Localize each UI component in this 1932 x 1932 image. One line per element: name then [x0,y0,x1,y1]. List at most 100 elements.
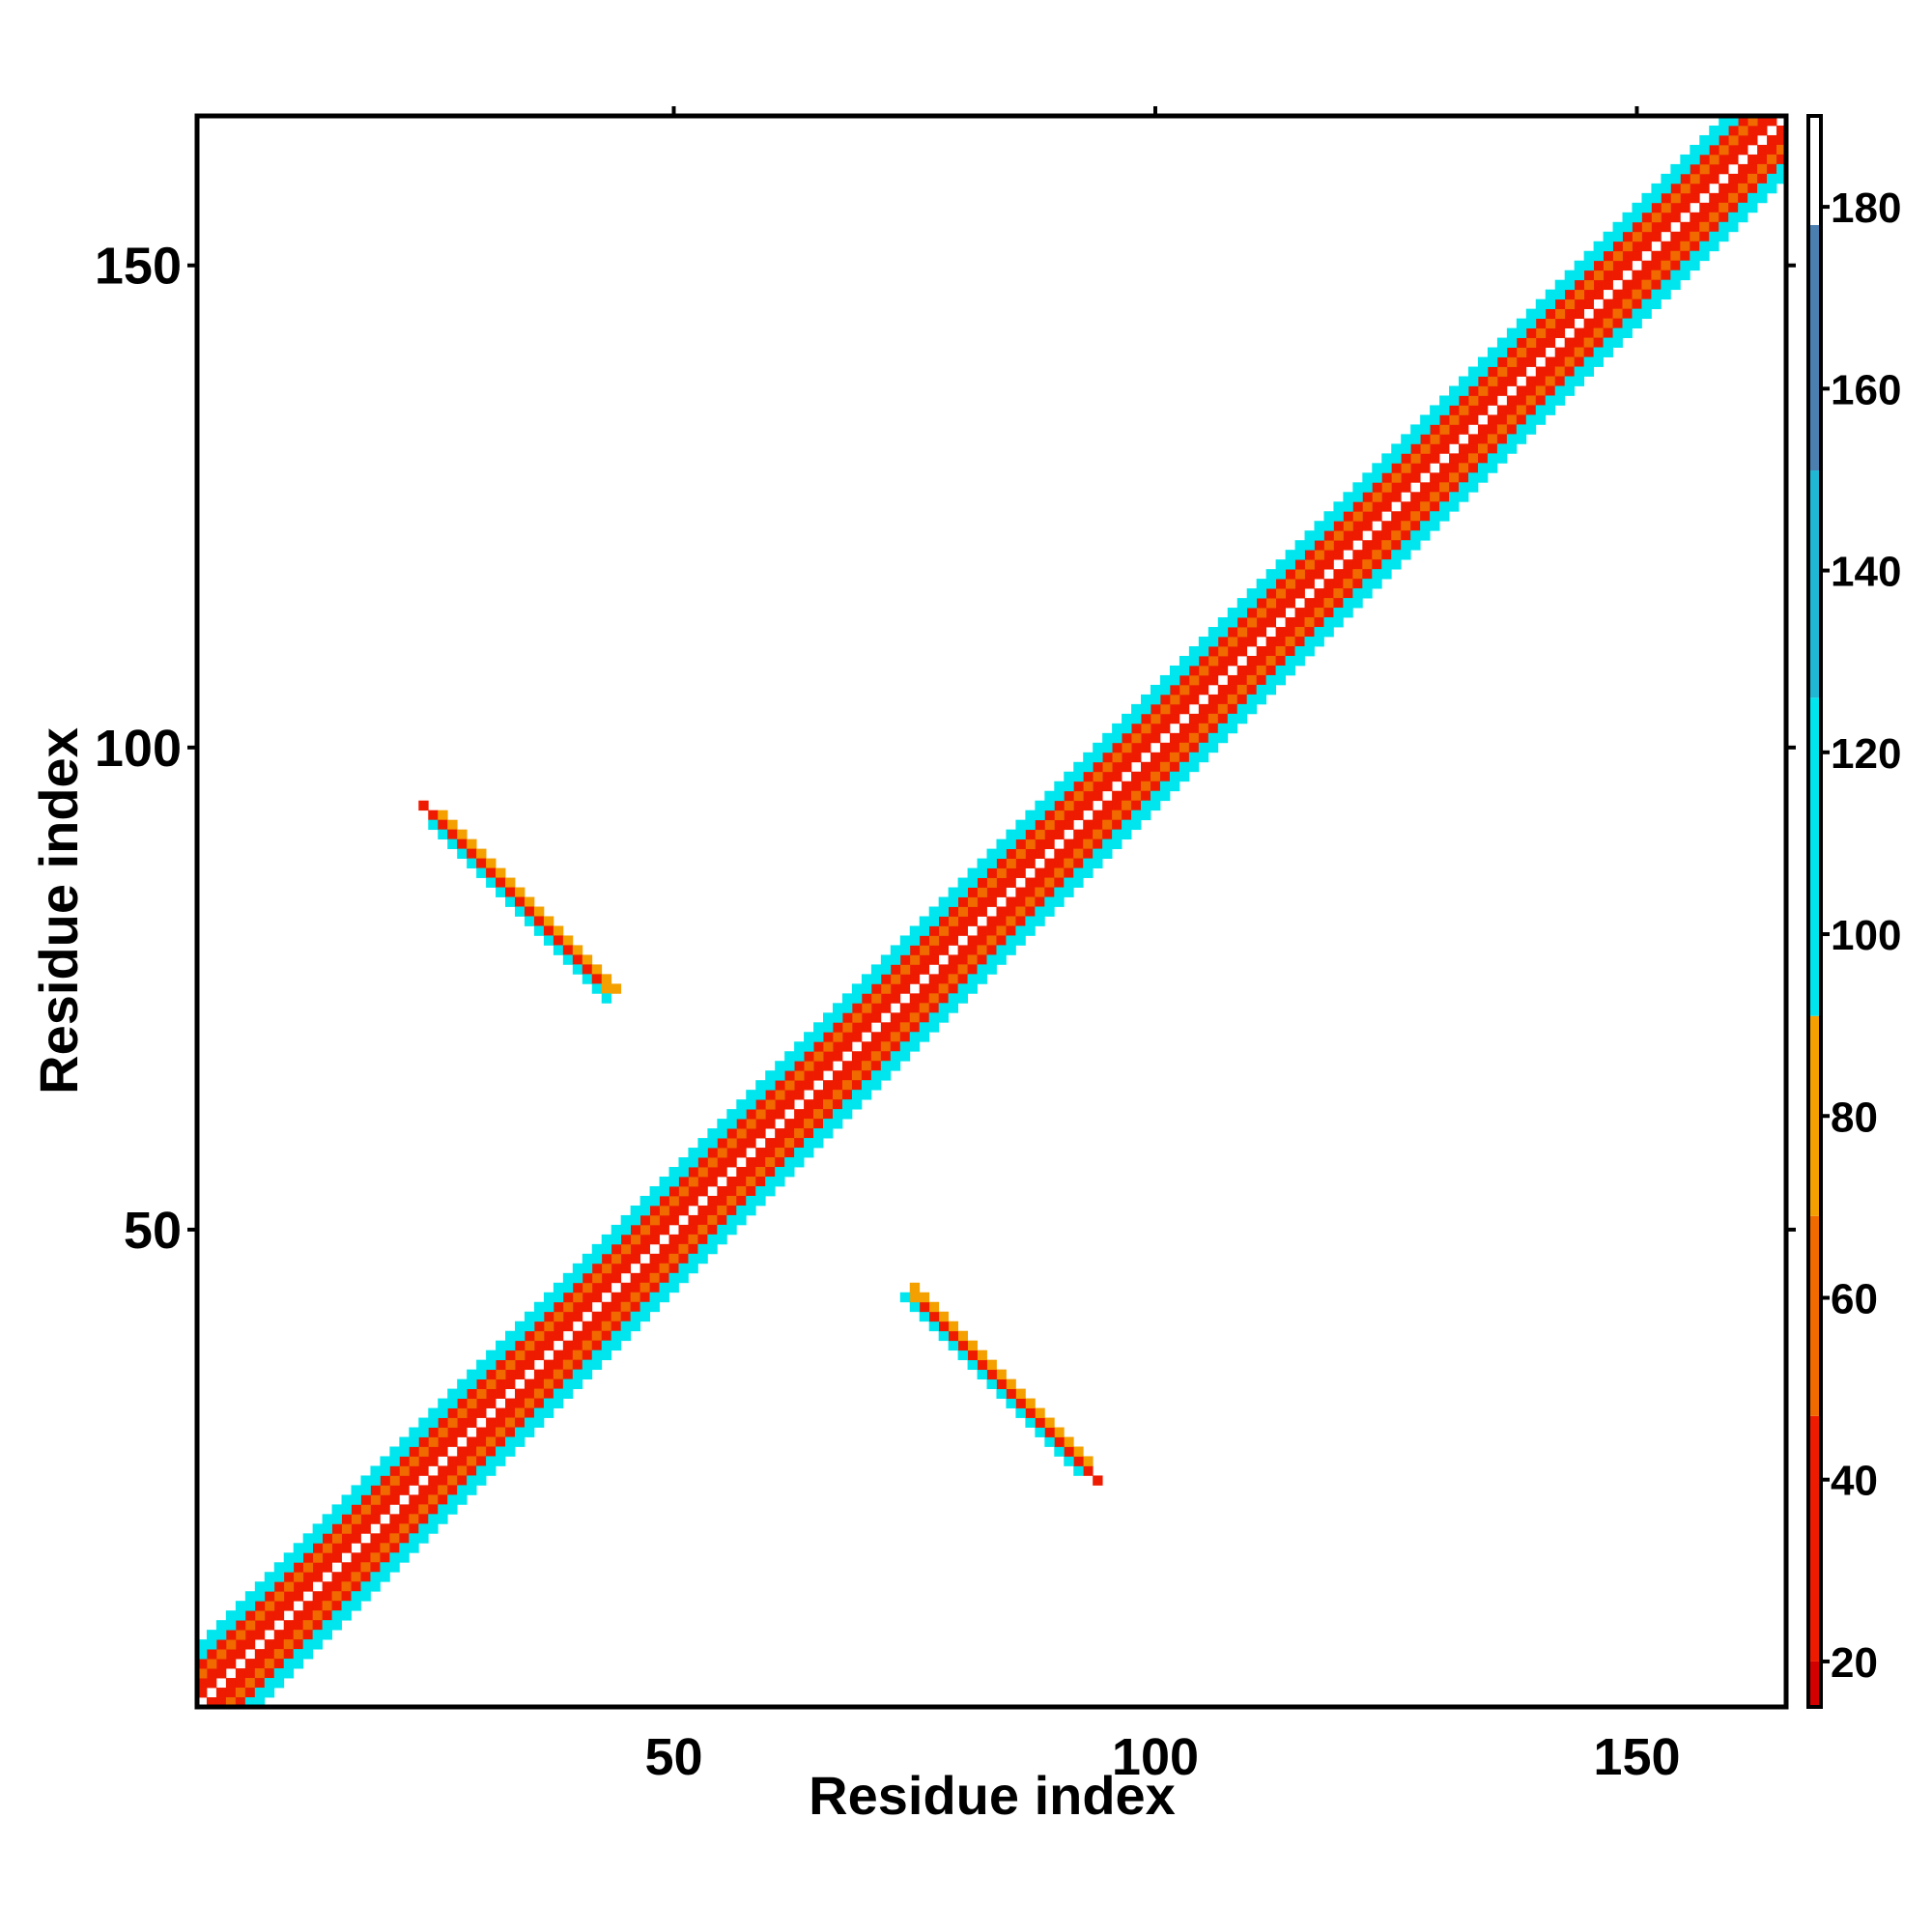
heatmap-cell [880,1003,892,1013]
heatmap-cell [1574,298,1585,310]
heatmap-cell [322,1552,332,1563]
heatmap-cell [813,1070,824,1081]
heatmap-cell [197,1678,208,1689]
heatmap-cell [986,867,997,878]
heatmap-cell [505,1340,516,1351]
heatmap-cell [784,1148,795,1158]
heatmap-cell [1545,395,1556,406]
heatmap-cell [428,1514,439,1524]
heatmap-cell [717,1205,727,1216]
heatmap-cell [601,1340,612,1351]
heatmap-cell [543,1292,554,1303]
heatmap-cell [1102,761,1113,773]
heatmap-cell [254,1649,266,1660]
heatmap-cell [1554,289,1566,300]
heatmap-cell [948,887,959,897]
heatmap-cell [1015,858,1026,868]
x-tick-label: 50 [644,1728,702,1786]
heatmap-cell [1381,463,1392,473]
heatmap-cell [1439,511,1450,522]
heatmap-cell [717,1157,727,1168]
heatmap-cell [457,838,468,850]
heatmap-cell [1699,250,1710,262]
heatmap-cell [418,1514,429,1524]
heatmap-cell [977,964,987,975]
heatmap-cell [1054,887,1065,897]
heatmap-cell [235,1649,246,1660]
heatmap-cell [938,1330,950,1342]
heatmap-cell [1747,154,1758,165]
heatmap-cell [746,1138,756,1149]
heatmap-cell [1670,250,1681,262]
colorbar-band [1808,1015,1821,1216]
heatmap-cell [428,1494,439,1505]
heatmap-cell [639,1263,650,1274]
heatmap-cell [1256,694,1267,705]
heatmap-cell [533,925,545,936]
heatmap-cell [1535,308,1547,320]
heatmap-cell [428,1446,439,1457]
heatmap-cell [572,1330,583,1342]
heatmap-cell [851,1080,863,1091]
heatmap-cell [794,1051,805,1062]
heatmap-cell [206,1649,217,1660]
heatmap-cell [668,1272,679,1284]
heatmap-cell [1651,212,1662,223]
heatmap-cell [1583,337,1595,348]
heatmap-cell [1776,154,1787,165]
heatmap-cell [1025,916,1036,926]
heatmap-cell [1198,684,1209,696]
heatmap-cell [1073,771,1084,782]
heatmap-cell [1179,703,1190,715]
heatmap-cell [524,1340,535,1351]
heatmap-cell [1093,771,1103,782]
heatmap-cell [360,1552,371,1563]
heatmap-cell [1776,125,1787,136]
heatmap-cell [996,935,1007,946]
heatmap-cell [1102,732,1113,744]
heatmap-cell [1112,829,1122,840]
heatmap-cell [678,1272,689,1284]
heatmap-cell [1054,819,1065,831]
heatmap-cell [273,1639,285,1650]
heatmap-cell [957,896,968,907]
heatmap-cell [235,1610,246,1621]
heatmap-cell [1073,867,1084,878]
heatmap-cell [1535,414,1547,425]
heatmap-cell [1015,819,1026,831]
heatmap-cell [322,1523,332,1534]
heatmap-cell [1767,154,1777,165]
heatmap-cell [1583,347,1595,357]
heatmap-cell [1612,241,1623,252]
heatmap-cell [1265,569,1277,580]
heatmap-cell [755,1177,766,1187]
heatmap-cell [1459,443,1469,454]
heatmap-cell [1227,646,1238,657]
heatmap-cell [1632,241,1642,252]
heatmap-cell [341,1610,352,1621]
heatmap-cell [1381,521,1392,531]
heatmap-cell [620,1301,632,1313]
heatmap-cell [1275,588,1286,599]
heatmap-cell [938,935,950,946]
heatmap-cell [775,1090,785,1100]
heatmap-cell [543,1340,554,1351]
heatmap-cell [264,1620,275,1631]
colorbar-frame [1806,114,1823,1709]
heatmap-cell [553,1350,564,1361]
heatmap-cell [1564,385,1576,396]
heatmap-cell [928,945,940,955]
heatmap-cell [1719,231,1729,242]
heatmap-cell [1496,443,1508,454]
heatmap-cell [1179,674,1190,686]
heatmap-cell [1083,819,1094,831]
heatmap-cell [1372,569,1382,580]
heatmap-cell [765,1109,776,1120]
heatmap-cell [380,1572,390,1582]
heatmap-cell [428,1504,439,1515]
heatmap-cell [1073,810,1084,821]
heatmap-cell [1535,337,1547,348]
heatmap-cell [1477,356,1489,367]
heatmap-cell [726,1119,737,1129]
heatmap-cell [1525,414,1537,425]
